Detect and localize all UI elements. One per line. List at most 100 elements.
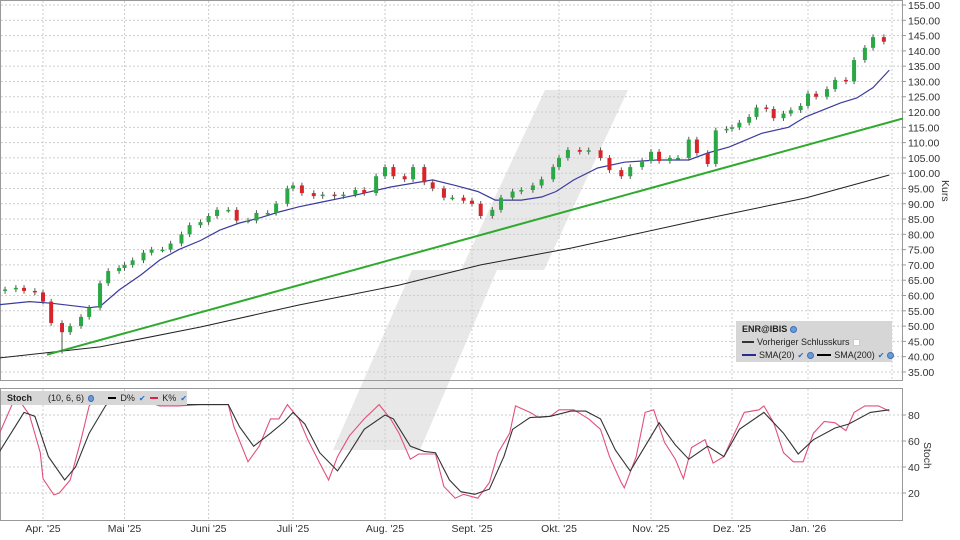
y-tick-label: 45.00	[908, 336, 934, 348]
candle-body	[332, 194, 337, 197]
y-tick-label: 105.00	[908, 153, 940, 165]
candle-body	[565, 149, 570, 158]
candle-body	[862, 47, 867, 61]
candle-body	[198, 222, 203, 226]
candle-body	[68, 326, 73, 333]
candle-body	[160, 249, 165, 252]
y-tick-label: 130.00	[908, 76, 940, 88]
candle-body	[557, 157, 561, 168]
y-tick-label: 70.00	[908, 260, 934, 272]
y-tick-label: 155.00	[908, 0, 940, 12]
gear-icon[interactable]	[790, 325, 798, 333]
y-tick-label: 145.00	[908, 31, 940, 43]
candle-body	[747, 116, 752, 123]
candle-body	[13, 287, 18, 290]
gear-icon[interactable]	[88, 394, 94, 402]
candle-body	[754, 107, 759, 117]
candle-body	[206, 216, 211, 223]
sma200-line	[0, 174, 890, 359]
candle-body	[362, 190, 367, 194]
stoch-panel-frame	[0, 388, 903, 521]
k-percent-line	[0, 393, 890, 499]
candle-body	[686, 139, 691, 158]
y-tick-label: 50.00	[908, 321, 934, 333]
candle-body	[254, 212, 259, 221]
d-line-swatch	[107, 397, 117, 399]
candle-body	[411, 167, 416, 180]
candle-body	[649, 151, 653, 161]
candlesticks	[3, 34, 886, 354]
checkbox-icon[interactable]	[852, 338, 860, 346]
gear-icon[interactable]	[807, 351, 815, 359]
candle-body	[852, 60, 857, 82]
candle-body	[724, 128, 729, 131]
candle-body	[814, 93, 819, 97]
candle-body	[79, 316, 84, 327]
legend-symbol-row: ENR@IBIS	[742, 324, 798, 334]
k-line-swatch	[149, 397, 159, 399]
watermark-logo	[333, 90, 628, 450]
check-icon[interactable]: ✔	[138, 393, 146, 403]
stoch-y-axis: 20 40 60 80	[902, 410, 920, 500]
candle-body	[22, 287, 27, 291]
stoch-y-tick-label: 40	[908, 462, 920, 474]
candle-body	[824, 89, 829, 97]
candle-body	[676, 157, 680, 160]
y-tick-label: 140.00	[908, 46, 940, 58]
chart-legend: ENR@IBIS Vorheriger Schlusskurs SMA(20) …	[736, 321, 895, 362]
candle-body	[705, 153, 710, 165]
candle-body	[117, 267, 122, 272]
candle-body	[478, 203, 483, 217]
x-tick-label: Apr. '25	[25, 523, 60, 535]
watermark-lower-stroke	[333, 270, 497, 450]
candle-body	[490, 209, 495, 217]
candle-body	[383, 167, 387, 177]
candle-body	[285, 188, 290, 204]
stoch-y-tick-label: 60	[908, 436, 920, 448]
candle-body	[341, 194, 346, 197]
candle-body	[274, 203, 279, 213]
check-icon[interactable]: ✔	[877, 350, 885, 360]
candle-body	[41, 292, 45, 302]
candle-body	[764, 107, 769, 109]
x-tick-label: Aug. '25	[366, 523, 404, 535]
candle-body	[607, 157, 612, 171]
sma200-label: SMA(200)	[834, 350, 875, 360]
candle-body	[187, 225, 192, 235]
y-tick-label: 125.00	[908, 92, 940, 104]
trendline	[46, 117, 904, 356]
y-tick-label: 55.00	[908, 306, 934, 318]
candle-body	[619, 170, 624, 177]
check-icon[interactable]: ✔	[797, 350, 805, 360]
y-tick-label: 115.00	[908, 122, 939, 134]
candle-body	[551, 167, 556, 180]
check-icon[interactable]: ✔	[180, 393, 188, 403]
grid	[1, 1, 902, 520]
candle-body	[49, 301, 54, 324]
x-tick-label: Juni '25	[191, 523, 227, 535]
stoch-params: (10, 6, 6)	[48, 393, 85, 403]
y-tick-label: 35.00	[908, 367, 934, 379]
candle-body	[234, 209, 239, 221]
sma20-label: SMA(20)	[759, 350, 795, 360]
prev-close-label: Vorheriger Schlusskurs	[757, 337, 850, 347]
y-tick-label: 65.00	[908, 275, 934, 287]
candle-body	[539, 179, 544, 186]
candle-body	[519, 190, 524, 192]
candle-body	[215, 209, 220, 217]
gear-icon[interactable]	[887, 351, 895, 359]
candle-body	[87, 307, 92, 317]
candle-body	[781, 113, 786, 119]
y-tick-label: 110.00	[908, 138, 939, 150]
candle-body	[391, 167, 396, 177]
y-tick-label: 85.00	[908, 214, 934, 226]
y-tick-label: 60.00	[908, 291, 934, 303]
candle-body	[871, 37, 876, 48]
price-y-axis: 35.00 40.00 45.00 50.00 55.00 60.00 65.00 70.00…	[902, 0, 940, 379]
y-tick-label: 95.00	[908, 183, 934, 195]
stoch-y-tick-label: 80	[908, 410, 920, 422]
y-tick-label: 135.00	[908, 61, 940, 73]
candle-body	[311, 193, 316, 197]
stoch-title: Stoch	[7, 393, 33, 403]
